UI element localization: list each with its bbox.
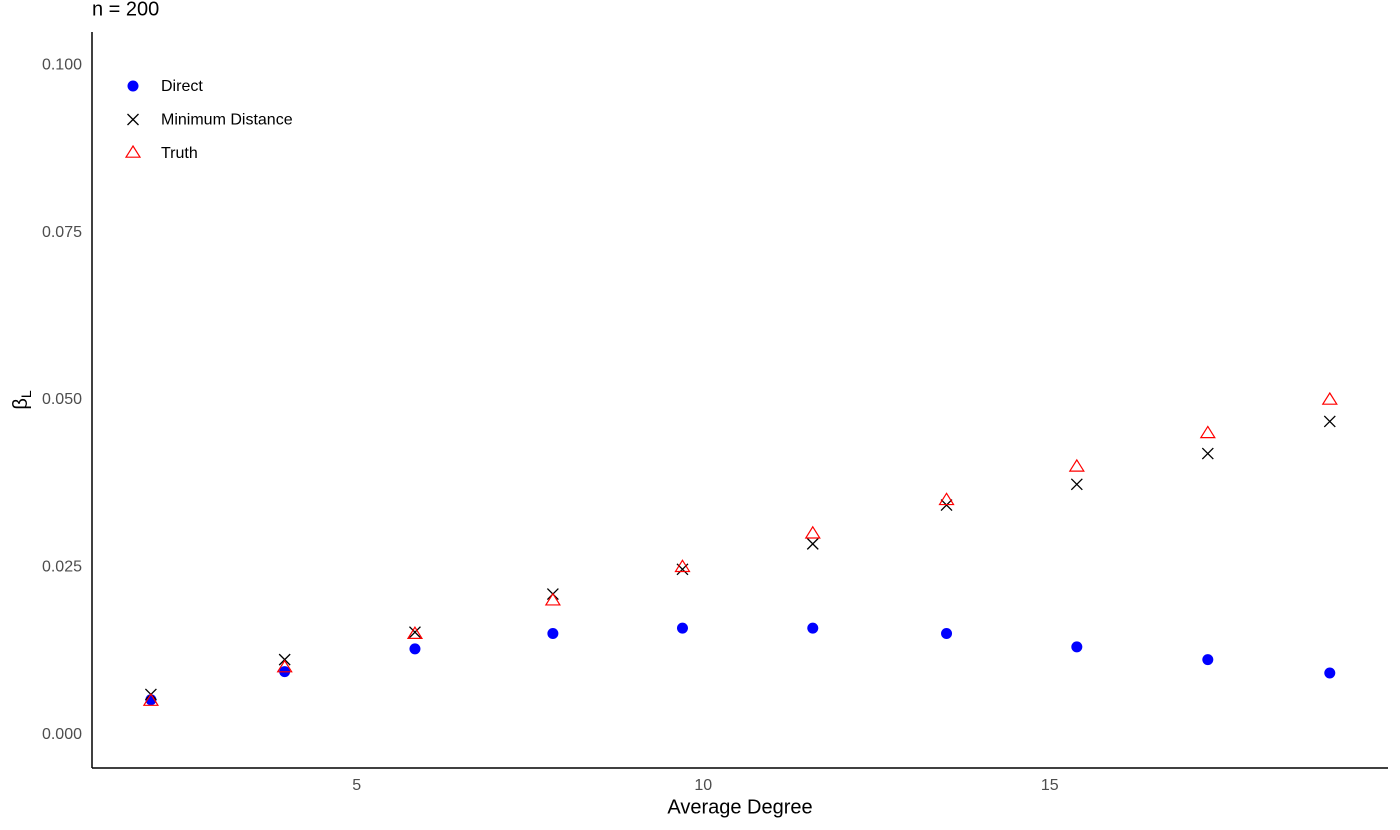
legend-marker <box>124 144 142 158</box>
point <box>547 628 559 640</box>
point <box>674 559 691 573</box>
legend-label: Truth <box>161 145 198 162</box>
x-tick-label: 5 <box>352 777 361 794</box>
y-tick-label: 0.025 <box>42 558 82 575</box>
y-tick-label: 0.050 <box>42 391 82 408</box>
point <box>1070 478 1083 491</box>
y-axis-title-group: βL <box>10 390 33 410</box>
point <box>1199 425 1216 439</box>
y-axis-title: βL <box>10 390 33 410</box>
x-tick-label: 10 <box>694 777 712 794</box>
point <box>1201 447 1214 460</box>
x-axis-title: Average Degree <box>667 796 812 818</box>
legend-marker <box>127 113 139 126</box>
y-tick-label: 0.075 <box>42 224 82 241</box>
point <box>1324 667 1336 679</box>
point <box>1202 654 1214 666</box>
y-axis-title-main: β <box>10 398 32 410</box>
point <box>807 622 819 634</box>
point <box>544 592 561 606</box>
legend: Direct Minimum Distance Truth <box>124 78 293 162</box>
y-tick-label: 0.000 <box>42 726 82 743</box>
legend-label: Direct <box>161 78 203 95</box>
x-tick-label: 15 <box>1041 777 1059 794</box>
point <box>409 626 421 639</box>
point <box>142 692 159 706</box>
point <box>409 643 421 655</box>
point <box>941 628 953 640</box>
legend-label: Minimum Distance <box>161 112 293 129</box>
point <box>276 659 293 673</box>
chart-title: n = 200 <box>92 0 159 20</box>
y-axis-title-sub: L <box>18 390 34 398</box>
point <box>804 525 821 539</box>
legend-marker <box>127 80 139 92</box>
point <box>1323 415 1336 428</box>
point <box>1321 391 1338 405</box>
point <box>806 537 819 550</box>
y-tick-label: 0.100 <box>42 57 82 74</box>
point <box>406 626 424 639</box>
point <box>1071 641 1083 653</box>
point <box>676 622 688 634</box>
point <box>938 492 955 506</box>
point <box>1068 458 1085 472</box>
